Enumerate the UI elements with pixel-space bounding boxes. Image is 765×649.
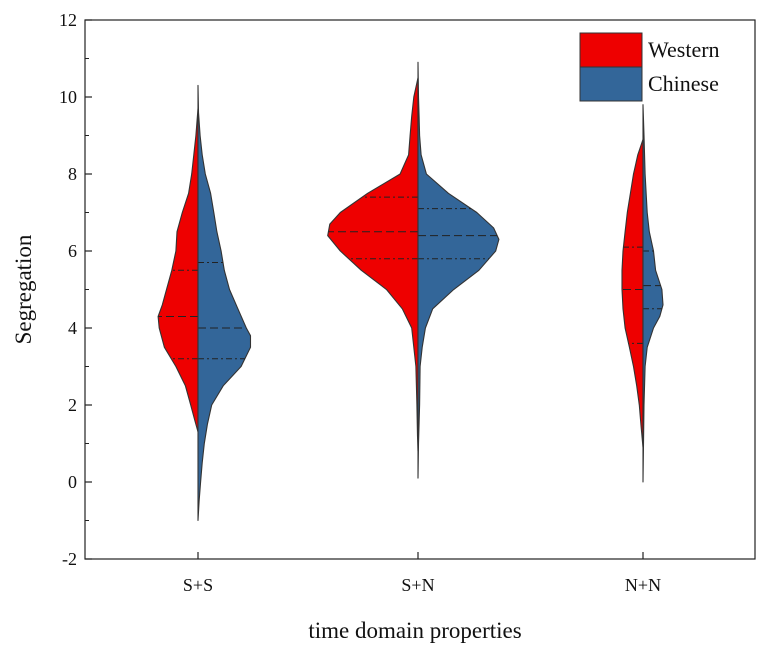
violin-layer bbox=[157, 61, 664, 522]
legend-label-western: Western bbox=[648, 37, 720, 62]
violin-western-n-n bbox=[621, 138, 644, 448]
violin-chinese-s-s bbox=[197, 84, 252, 522]
violin-western-s-n bbox=[327, 77, 419, 452]
x-axis: S+S S+N N+N bbox=[183, 552, 661, 595]
y-tick-label: 8 bbox=[68, 164, 77, 184]
y-axis-title: Segregation bbox=[11, 234, 36, 344]
legend: Western Chinese bbox=[579, 32, 720, 102]
legend-swatch-chinese bbox=[579, 66, 643, 102]
y-tick-label: 0 bbox=[68, 472, 77, 492]
y-axis: -2 0 2 4 6 8 10 12 bbox=[59, 10, 92, 569]
y-tick-label: 4 bbox=[68, 318, 77, 338]
legend-label-chinese: Chinese bbox=[648, 71, 719, 96]
y-tick-label: 12 bbox=[59, 10, 77, 30]
y-tick-label: -2 bbox=[62, 549, 77, 569]
x-tick-label: S+S bbox=[183, 575, 213, 595]
y-tick-label: 6 bbox=[68, 241, 77, 261]
y-tick-label: 10 bbox=[59, 87, 77, 107]
x-tick-label: S+N bbox=[401, 575, 434, 595]
x-tick-label: N+N bbox=[625, 575, 661, 595]
violin-chinese-n-n bbox=[642, 104, 664, 483]
legend-swatch-western bbox=[579, 32, 643, 68]
x-axis-title: time domain properties bbox=[308, 618, 521, 643]
y-tick-label: 2 bbox=[68, 395, 77, 415]
violin-chinese-s-n bbox=[417, 61, 500, 479]
quartile-lines bbox=[158, 62, 662, 521]
